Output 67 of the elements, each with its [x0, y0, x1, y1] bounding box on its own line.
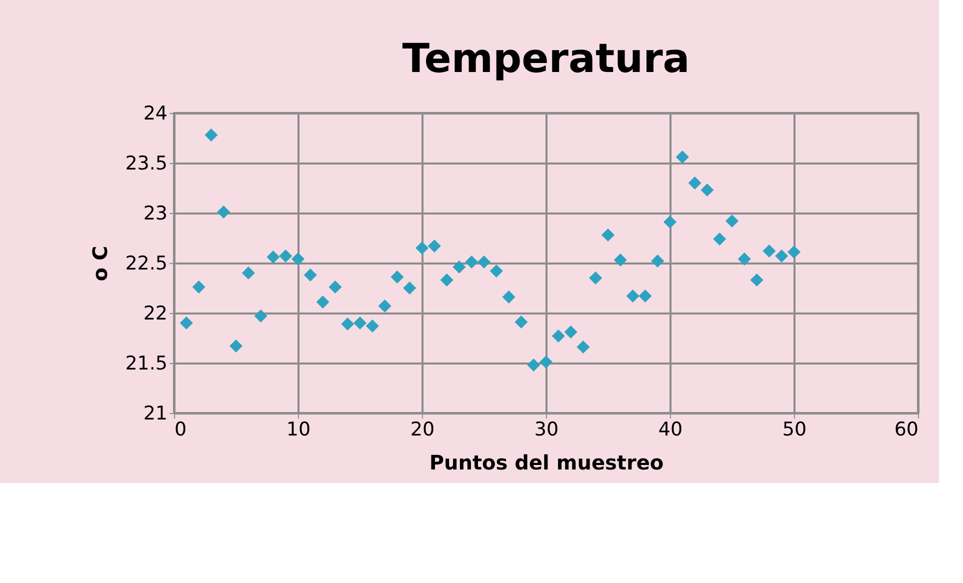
point [452, 260, 466, 274]
point [626, 289, 640, 303]
point [192, 280, 206, 294]
point [700, 183, 714, 197]
point [787, 245, 801, 259]
x-tick-label: 0 [174, 418, 187, 440]
point [390, 270, 404, 284]
point [651, 254, 664, 268]
point [440, 273, 454, 287]
point [229, 339, 243, 353]
point [291, 252, 305, 266]
point [762, 244, 776, 258]
x-tick-label: 40 [658, 418, 683, 440]
point [564, 325, 578, 339]
y-tick-label: 21.5 [125, 352, 168, 374]
point [266, 250, 280, 264]
point [750, 273, 764, 287]
point [725, 214, 739, 228]
point [366, 319, 379, 333]
x-axis-title: Puntos del muestreo [429, 450, 664, 474]
point [614, 253, 627, 267]
point [304, 268, 317, 282]
x-tick-label: 20 [410, 418, 435, 440]
chart-title: Temperatura [402, 36, 690, 82]
point [242, 266, 255, 280]
point [341, 317, 354, 331]
point [353, 316, 367, 330]
point [663, 215, 677, 229]
y-tick-label: 22 [143, 302, 168, 324]
point [428, 239, 441, 253]
point [279, 249, 292, 263]
x-tick-label: 60 [894, 418, 918, 440]
point [539, 355, 553, 369]
point [713, 232, 726, 246]
point [415, 241, 429, 255]
point [254, 309, 268, 323]
y-axis-title: o C [88, 246, 112, 282]
point [316, 295, 330, 309]
point [676, 150, 689, 164]
point [465, 255, 478, 269]
point [775, 249, 788, 263]
y-tick-label: 22.5 [125, 252, 168, 274]
x-tick-label: 10 [286, 418, 311, 440]
point [638, 289, 652, 303]
point [576, 340, 590, 354]
point [738, 252, 751, 266]
point [514, 315, 528, 329]
x-tick-label: 50 [782, 418, 807, 440]
y-tick-label: 24 [143, 102, 168, 124]
point [403, 281, 416, 295]
point [477, 255, 491, 269]
point [552, 329, 565, 343]
y-tick-label: 23 [143, 202, 168, 224]
point [589, 271, 602, 285]
point [502, 290, 516, 304]
y-tick-label: 21 [143, 402, 168, 424]
y-tick-label: 23.5 [125, 152, 168, 174]
point [204, 128, 218, 142]
point [601, 228, 615, 242]
point [180, 316, 193, 330]
point [217, 205, 230, 219]
point [688, 176, 702, 190]
point [378, 299, 392, 313]
point [527, 358, 540, 372]
point [490, 264, 503, 278]
x-tick-label: 30 [534, 418, 559, 440]
point [328, 280, 342, 294]
